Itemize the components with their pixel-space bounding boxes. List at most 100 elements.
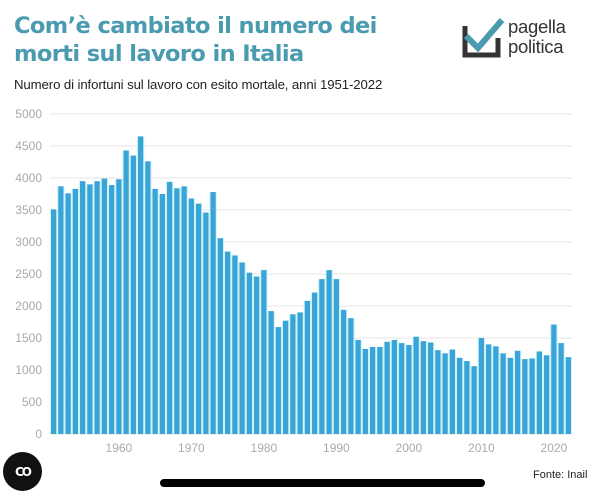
bar-2000[interactable] <box>406 345 412 434</box>
bar-1955[interactable] <box>80 181 86 434</box>
bar-1996[interactable] <box>377 346 383 434</box>
bar-1952[interactable] <box>58 186 64 434</box>
bar-1986[interactable] <box>304 300 310 434</box>
chart-title: Com’è cambiato il numero dei morti sul l… <box>14 13 377 67</box>
bar-1970[interactable] <box>188 198 194 434</box>
bar-2011[interactable] <box>486 344 492 434</box>
y-tick-label: 3500 <box>15 203 42 217</box>
bar-1965[interactable] <box>152 188 158 434</box>
co-icon: CO <box>14 464 32 479</box>
y-tick-label: 4000 <box>15 171 42 185</box>
pagella-politica-logo: pagella politica <box>462 16 592 58</box>
bar-2020[interactable] <box>551 324 557 434</box>
bar-1971[interactable] <box>196 203 202 434</box>
bar-2016[interactable] <box>522 359 528 434</box>
bar-1957[interactable] <box>94 181 100 434</box>
x-tick-label: 1960 <box>106 441 133 455</box>
bar-1976[interactable] <box>232 255 238 434</box>
home-indicator[interactable] <box>160 479 485 487</box>
bar-1999[interactable] <box>399 343 405 434</box>
bar-2007[interactable] <box>457 357 463 434</box>
bar-1995[interactable] <box>370 346 376 434</box>
x-tick-label: 1980 <box>251 441 278 455</box>
bar-1982[interactable] <box>275 327 281 434</box>
bar-1990[interactable] <box>333 279 339 434</box>
checkbox-logo-icon <box>462 18 505 58</box>
y-axis-ticks: 0 500 1000 1500 2000 2500 3000 3500 4000 4500 5000 <box>15 107 42 441</box>
bar-2006[interactable] <box>449 349 455 434</box>
bar-1959[interactable] <box>109 185 115 434</box>
bar-1966[interactable] <box>159 194 165 434</box>
bar-1956[interactable] <box>87 184 93 434</box>
bar-1987[interactable] <box>312 292 318 434</box>
bar-1994[interactable] <box>362 348 368 434</box>
bar-1969[interactable] <box>181 186 187 434</box>
bar-2013[interactable] <box>500 353 506 434</box>
bar-1953[interactable] <box>65 193 71 434</box>
bar-1984[interactable] <box>290 314 296 434</box>
bar-1983[interactable] <box>283 320 289 434</box>
bar-1997[interactable] <box>384 341 390 434</box>
x-axis-ticks: 1960 1970 1980 1990 2000 2010 2020 <box>106 441 568 455</box>
logo-text: pagella politica <box>508 17 566 57</box>
y-tick-label: 0 <box>35 427 42 441</box>
bar-1998[interactable] <box>391 339 397 434</box>
bar-1981[interactable] <box>268 311 274 434</box>
bar-1951[interactable] <box>51 209 57 434</box>
y-tick-label: 5000 <box>15 107 42 121</box>
x-tick-label: 2010 <box>468 441 495 455</box>
y-tick-label: 4500 <box>15 139 42 153</box>
bar-1972[interactable] <box>203 212 209 434</box>
bar-2014[interactable] <box>507 357 513 434</box>
chart-subtitle: Numero di infortuni sul lavoro con esito… <box>14 77 383 92</box>
bar-1991[interactable] <box>341 309 347 434</box>
bar-2005[interactable] <box>442 353 448 434</box>
bar-2002[interactable] <box>420 341 426 434</box>
bar-1967[interactable] <box>167 181 173 434</box>
bar-1993[interactable] <box>355 339 361 434</box>
y-tick-label: 2000 <box>15 299 42 313</box>
bar-2008[interactable] <box>464 361 470 434</box>
bars <box>50 136 572 435</box>
y-tick-label: 500 <box>22 395 42 409</box>
bar-1978[interactable] <box>246 272 252 434</box>
bar-1973[interactable] <box>210 192 216 434</box>
bar-1975[interactable] <box>225 251 231 434</box>
bar-2004[interactable] <box>435 350 441 434</box>
bar-1979[interactable] <box>254 276 260 434</box>
bar-1974[interactable] <box>217 238 223 434</box>
bar-1977[interactable] <box>239 262 245 434</box>
bar-1961[interactable] <box>123 150 129 435</box>
y-tick-label: 2500 <box>15 267 42 281</box>
logo-line2: politica <box>508 36 564 57</box>
bar-2019[interactable] <box>544 355 550 434</box>
bar-1968[interactable] <box>174 188 180 434</box>
bar-2003[interactable] <box>428 342 434 434</box>
bar-2009[interactable] <box>471 366 477 434</box>
bar-2001[interactable] <box>413 336 419 434</box>
bar-2022[interactable] <box>565 357 571 434</box>
bar-1958[interactable] <box>101 178 107 434</box>
bar-1992[interactable] <box>348 318 354 434</box>
bar-1954[interactable] <box>72 188 78 434</box>
bar-1985[interactable] <box>297 312 303 434</box>
bar-1963[interactable] <box>138 136 144 434</box>
y-tick-label: 3000 <box>15 235 42 249</box>
bar-1962[interactable] <box>130 155 136 434</box>
bar-1989[interactable] <box>326 270 332 434</box>
bar-1960[interactable] <box>116 179 122 434</box>
bar-2010[interactable] <box>478 338 484 434</box>
bar-2015[interactable] <box>515 350 521 434</box>
bar-1988[interactable] <box>319 279 325 434</box>
bar-1964[interactable] <box>145 161 151 435</box>
bar-2018[interactable] <box>536 351 542 434</box>
logo-line1: pagella <box>508 16 566 37</box>
co-button[interactable]: CO <box>3 452 42 491</box>
bar-chart: 0 500 1000 1500 2000 2500 3000 3500 4000 4500 5000… <box>15 107 572 455</box>
bar-2021[interactable] <box>558 343 564 434</box>
x-tick-label: 2020 <box>541 441 568 455</box>
bar-2012[interactable] <box>493 346 499 434</box>
bar-1980[interactable] <box>261 270 267 434</box>
y-tick-label: 1000 <box>15 363 42 377</box>
bar-2017[interactable] <box>529 358 535 434</box>
